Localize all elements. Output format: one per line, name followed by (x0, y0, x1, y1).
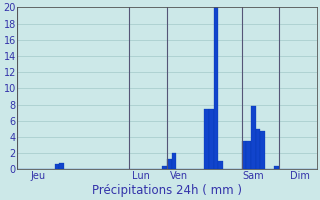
Bar (246, 141, 251, 169)
Bar (242, 141, 246, 169)
Bar (209, 109, 214, 169)
Bar (167, 159, 172, 169)
Bar (256, 129, 260, 169)
Bar (218, 161, 223, 169)
Bar (275, 166, 279, 169)
Bar (55, 164, 59, 169)
X-axis label: Précipitations 24h ( mm ): Précipitations 24h ( mm ) (92, 184, 242, 197)
Bar (172, 153, 176, 169)
Bar (260, 131, 265, 169)
Bar (59, 163, 64, 169)
Bar (162, 166, 167, 169)
Bar (214, 7, 218, 169)
Bar (204, 109, 209, 169)
Bar (251, 106, 256, 169)
